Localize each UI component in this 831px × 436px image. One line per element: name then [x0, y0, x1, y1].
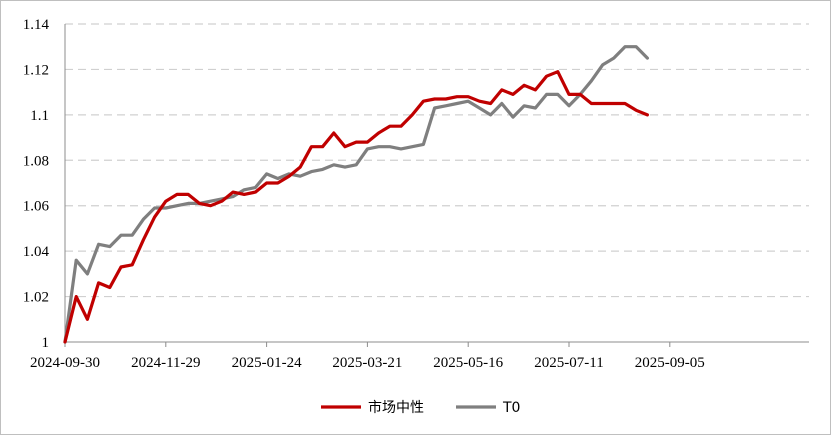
series-line-t0	[63, 45, 650, 344]
gridlines	[65, 23, 809, 298]
y-tick-label: 1.12	[23, 62, 49, 78]
y-tick-label: 1.1	[30, 108, 49, 124]
x-tick-label: 2024-09-30	[30, 355, 100, 371]
x-tick-label: 2025-03-21	[332, 355, 402, 371]
legend: 市场中性 T0	[321, 399, 520, 416]
legend-label-t0: T0	[502, 400, 520, 416]
axes	[64, 24, 809, 347]
y-tick-labels: 1 1.02 1.04 1.06 1.08 1.1 1.12 1.14	[23, 17, 50, 351]
y-tick-label: 1.08	[23, 153, 49, 169]
y-tick-label: 1.06	[23, 199, 50, 215]
y-tick-label: 1.04	[23, 244, 50, 260]
x-tick-label: 2025-09-05	[635, 355, 705, 371]
x-tick-labels: 2024-09-30 2024-11-29 2025-01-24 2025-03-21…	[30, 355, 705, 371]
x-tick-label: 2025-05-16	[433, 355, 503, 371]
legend-label-market-neutral: 市场中性	[368, 399, 424, 416]
x-tick-label: 2024-11-29	[131, 355, 200, 371]
y-tick-label: 1.14	[23, 17, 50, 33]
x-tick-label: 2025-01-24	[232, 355, 302, 371]
series-lines	[63, 45, 650, 344]
x-tick-label: 2025-07-11	[534, 355, 603, 371]
series-line-market-neutral	[63, 70, 650, 344]
y-tick-label: 1.02	[23, 290, 49, 306]
y-tick-label: 1	[42, 335, 50, 351]
